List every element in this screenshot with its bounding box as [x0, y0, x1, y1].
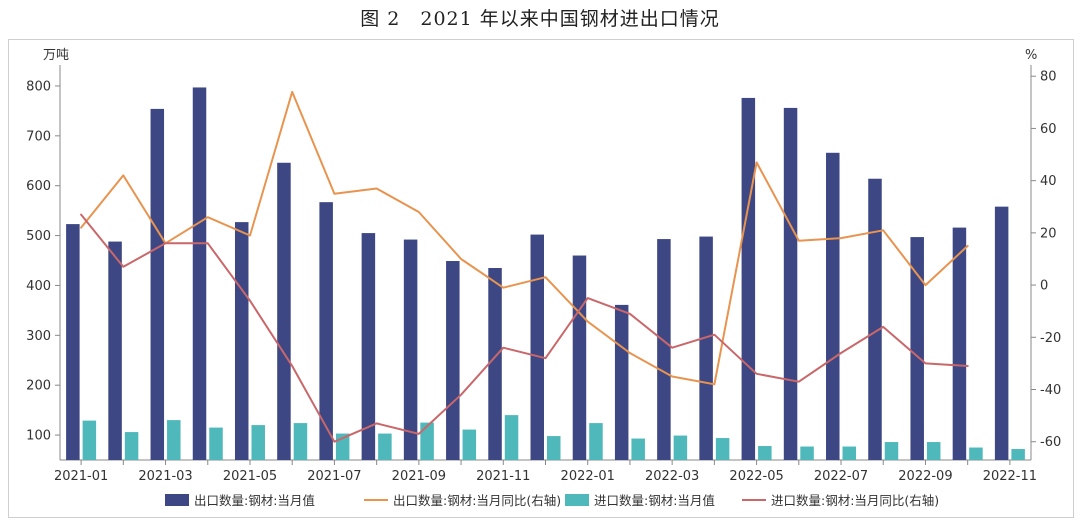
chart-svg: 万吨 % 100 200 300 400 500 600 700 800 -60 -40 -20 0 20 4… — [26, 48, 1061, 508]
export-bar — [446, 261, 460, 460]
left-tick-label: 300 — [26, 329, 51, 344]
export-bar — [361, 233, 376, 460]
chart-frame: 万吨% 100 200 300 400 500 600 700 800 -60 -40 -20 0 20 4… — [8, 39, 1074, 518]
left-tick-label: 700 — [26, 129, 51, 144]
import-bar — [209, 427, 223, 460]
export-yoy-line — [80, 90, 969, 386]
import-bar — [715, 438, 730, 460]
x-tick-label: 2022-03 — [645, 469, 699, 484]
x-tick-label: 2022-07 — [814, 469, 868, 484]
right-tick-label: -40 — [1040, 383, 1061, 398]
legend-import-bar-label: 进口数量:钢材:当月值 — [594, 493, 715, 508]
legend-export-bar-label: 出口数量:钢材:当月值 — [194, 493, 315, 508]
import-bar — [969, 447, 983, 460]
import-bar — [1011, 449, 1025, 460]
import-bar — [378, 433, 392, 460]
import-bar — [167, 420, 181, 460]
x-tick-label: 2022-05 — [729, 469, 783, 484]
legend-export-bar-swatch — [165, 494, 189, 506]
right-tick-label: 60 — [1040, 122, 1057, 137]
export-bar — [319, 202, 333, 460]
export-bar — [530, 234, 544, 460]
import-bar — [420, 422, 434, 460]
figure-title: 图 2 2021 年以来中国钢材进出口情况 — [360, 8, 720, 30]
export-bar — [826, 152, 840, 460]
right-tick-label: 40 — [1040, 174, 1057, 189]
x-tick-label: 2021-07 — [307, 469, 361, 484]
import-yoy-line — [80, 213, 969, 443]
export-bar — [572, 255, 587, 460]
x-tick-label: 2022-11 — [983, 469, 1037, 484]
left-tick-label: 800 — [26, 79, 51, 94]
legend-export-yoy-label: 出口数量:钢材:当月同比(右轴) — [393, 493, 561, 508]
export-bar — [868, 178, 882, 460]
export-bar — [234, 222, 249, 460]
export-bar — [657, 239, 671, 460]
x-tick-label: 2022-09 — [898, 469, 952, 484]
left-tick-label: 500 — [26, 229, 51, 244]
x-tick-label: 2021-11 — [476, 469, 530, 484]
import-bar — [462, 429, 477, 460]
legend-import-yoy-label: 进口数量:钢材:当月同比(右轴) — [771, 493, 939, 508]
export-bar — [488, 267, 502, 460]
import-bar — [842, 446, 857, 460]
x-tick-label: 2021-03 — [138, 469, 192, 484]
export-bar — [66, 224, 80, 460]
left-tick-label: 200 — [26, 379, 51, 394]
left-tick-label: 100 — [26, 429, 51, 444]
left-tick-label: 600 — [26, 179, 51, 194]
import-bar — [926, 442, 941, 460]
import-bar — [124, 432, 139, 460]
export-bar — [741, 97, 756, 460]
export-bar — [994, 206, 1009, 460]
export-bar — [783, 107, 798, 461]
import-bar — [800, 446, 814, 460]
right-tick-label: -20 — [1040, 331, 1061, 346]
import-bar — [547, 436, 561, 460]
import-bar — [82, 420, 97, 460]
export-bar — [699, 236, 713, 460]
import-bar — [251, 425, 265, 460]
x-tick-label: 2021-09 — [392, 469, 446, 484]
import-bar — [589, 423, 603, 460]
export-bar — [277, 162, 291, 460]
right-tick-label: -60 — [1040, 435, 1061, 450]
import-bar — [673, 435, 688, 460]
x-tick-label: 2021-01 — [54, 469, 108, 484]
right-tick-label: 80 — [1040, 70, 1057, 85]
legend-import-bar-swatch — [565, 494, 589, 506]
import-bar — [758, 446, 772, 460]
x-tick-label: 2022-01 — [561, 469, 615, 484]
import-bar — [504, 415, 519, 460]
import-bar — [884, 442, 899, 460]
right-tick-label: 20 — [1040, 226, 1057, 241]
import-bar — [293, 423, 308, 460]
export-bar — [108, 241, 122, 460]
export-bar — [614, 304, 629, 460]
left-tick-label: 400 — [26, 279, 51, 294]
export-bar — [910, 237, 924, 460]
export-bar — [952, 227, 967, 460]
export-bar — [150, 108, 165, 461]
right-tick-label: 0 — [1040, 279, 1048, 294]
left-axis-unit: 万吨 — [43, 48, 69, 63]
import-bar — [631, 438, 645, 460]
export-bar — [403, 239, 418, 460]
export-bar — [192, 87, 207, 460]
x-tick-label: 2021-05 — [223, 469, 277, 484]
right-axis-unit: % — [1025, 48, 1037, 63]
